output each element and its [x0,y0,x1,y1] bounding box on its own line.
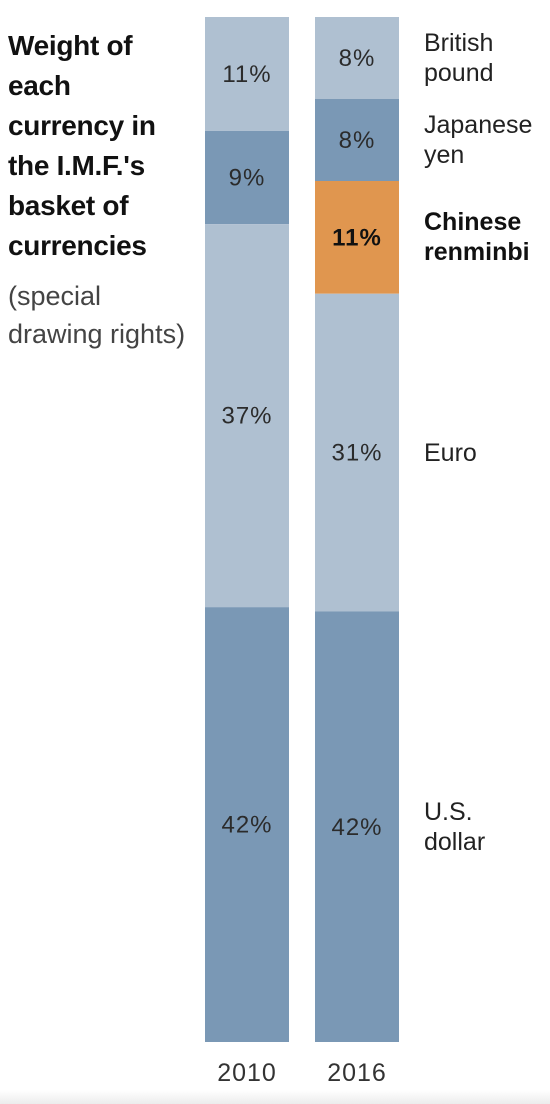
bar-segment-2016-british-pound [315,17,399,99]
currency-label-line: pound [424,59,494,87]
currency-label-euro: Euro [424,438,550,468]
currency-label-chinese-renminbi: Chinese renminbi [424,207,550,267]
value-label-2016-euro: 31% [331,440,382,467]
bottom-fade [0,1090,550,1104]
currency-label-japanese-yen: Japanese yen [424,110,550,170]
bar-segment-2010-u-s-dollar [205,607,289,1042]
chart-title: Weight of each currency in the I.M.F.'s … [8,30,156,261]
currency-label-line: renminbi [424,238,530,267]
value-label-2010-japanese-yen: 9% [229,164,266,191]
bar-segment-2016-chinese-renminbi [315,181,399,294]
value-label-2010-u-s-dollar: 42% [221,812,272,839]
bar-segment-2016-u-s-dollar [315,611,399,1042]
currency-label-u-s-dollar: U.S. dollar [424,797,550,857]
bar-segment-2010-euro [205,224,289,608]
bar-segment-2010-british-pound [205,17,289,131]
bar-segment-2016-japanese-yen [315,99,399,181]
bar-segment-2010-japanese-yen [205,130,289,225]
value-label-2010-british-pound: 11% [222,61,271,88]
value-label-2016-chinese-renminbi: 11% [332,224,382,251]
currency-label-line: British [424,29,494,57]
year-label-2010: 2010 [217,1059,277,1087]
currency-label-line: dollar [424,827,486,856]
chart-subtitle: (special drawing rights) [8,281,186,349]
bar-segment-2016-euro [315,293,399,612]
currency-label-line: U.S. [424,797,473,826]
value-label-2016-u-s-dollar: 42% [331,814,382,841]
currency-label-line: yen [424,141,465,169]
year-label-2016: 2016 [327,1059,387,1087]
currency-label-line: Japanese [424,111,533,139]
currency-label-line: Chinese [424,208,522,237]
currency-label-line: Euro [424,438,477,467]
value-label-2010-euro: 37% [221,403,272,430]
currency-label-british-pound: British pound [424,28,550,88]
value-label-2016-japanese-yen: 8% [339,127,376,154]
value-label-2016-british-pound: 8% [339,45,376,72]
